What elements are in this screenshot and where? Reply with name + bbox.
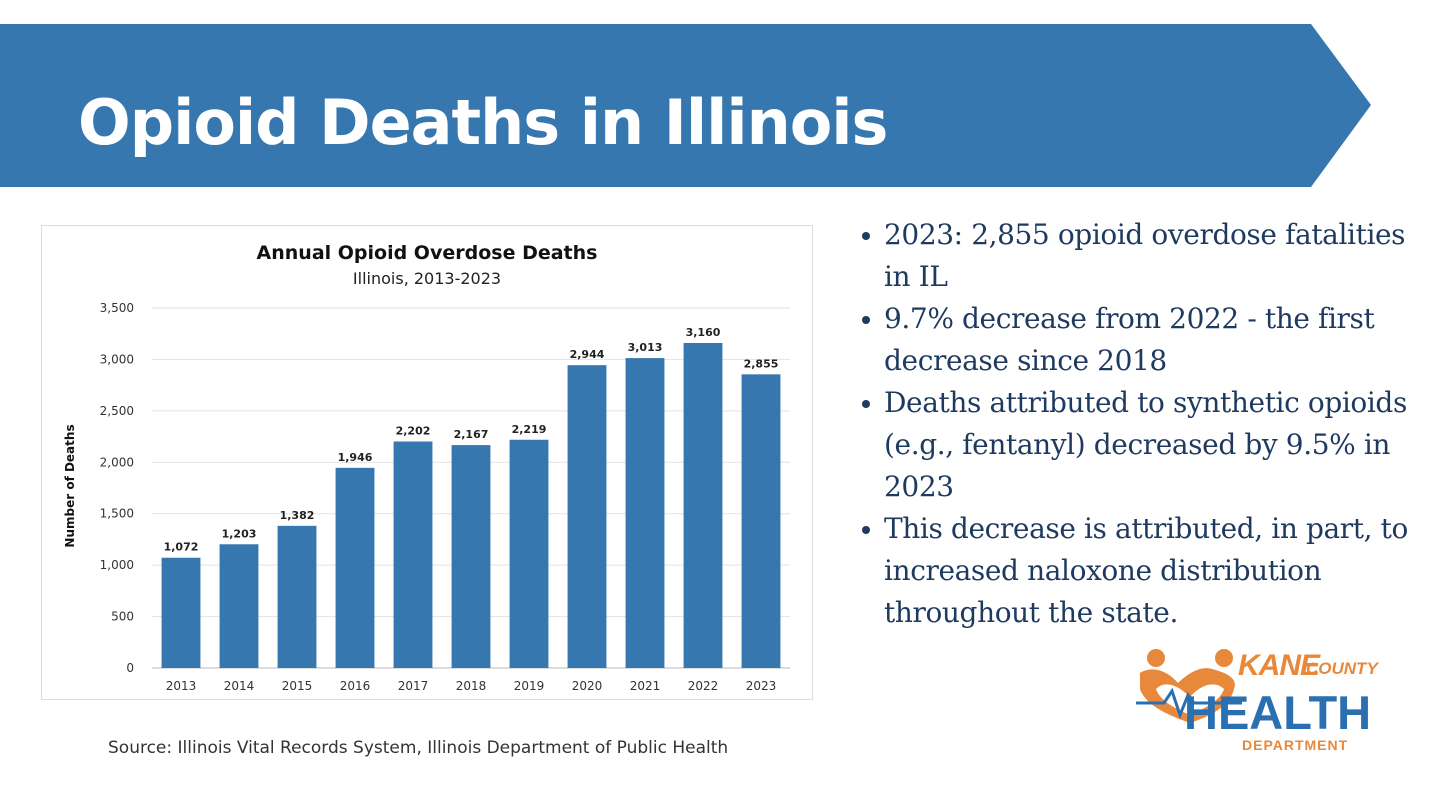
bullet-text: 2023: 2,855 opioid overdose fatalities i…: [884, 218, 1406, 293]
page-title: Opioid Deaths in Illinois: [78, 86, 888, 159]
y-tick-label: 500: [111, 610, 134, 624]
x-tick-label: 2015: [282, 679, 313, 693]
bullet-dot-icon: [862, 316, 870, 324]
chart-subtitle: Illinois, 2013-2023: [353, 269, 501, 288]
y-axis-label: Number of Deaths: [63, 424, 77, 547]
bullet-list: 2023: 2,855 opioid overdose fatalities i…: [858, 214, 1428, 634]
bullet-text: Deaths attributed to synthetic opioids (…: [884, 386, 1407, 503]
y-tick-label: 1,000: [100, 558, 134, 572]
bullet-dot-icon: [862, 232, 870, 240]
bar-value-label: 2,944: [570, 348, 605, 361]
x-tick-label: 2019: [514, 679, 545, 693]
y-tick-label: 2,500: [100, 404, 134, 418]
bar-value-label: 2,167: [454, 428, 489, 441]
bar-2016: [335, 467, 375, 668]
logo-department-text: DEPARTMENT: [1242, 737, 1349, 753]
bar-value-label: 2,202: [396, 425, 431, 438]
x-tick-label: 2014: [224, 679, 255, 693]
bullet-item: 2023: 2,855 opioid overdose fatalities i…: [858, 214, 1428, 298]
banner-arrow-shape: [0, 24, 1371, 187]
bullet-dot-icon: [862, 526, 870, 534]
bar-value-label: 1,203: [222, 527, 257, 540]
y-tick-label: 2,000: [100, 455, 134, 469]
bar-2022: [683, 342, 723, 668]
bar-value-label: 1,072: [164, 541, 199, 554]
bar-value-label: 2,219: [512, 423, 547, 436]
heart-figures-icon: [1136, 649, 1242, 723]
bullet-item: Deaths attributed to synthetic opioids (…: [858, 382, 1428, 508]
x-tick-label: 2020: [572, 679, 603, 693]
bar-value-label: 2,855: [744, 357, 779, 370]
bullet-dot-icon: [862, 400, 870, 408]
bar-2013: [161, 557, 201, 668]
y-tick-label: 0: [126, 661, 134, 675]
source-note: Source: Illinois Vital Records System, I…: [108, 738, 729, 758]
x-tick-label: 2021: [630, 679, 661, 693]
bar-2018: [451, 445, 491, 668]
bar-value-label: 3,160: [686, 326, 721, 339]
bar-2023: [741, 374, 781, 668]
x-tick-label: 2013: [166, 679, 197, 693]
chart-title: Annual Opioid Overdose Deaths: [257, 242, 598, 264]
logo-kane-text: KANE: [1238, 649, 1320, 682]
bullet-item: This decrease is attributed, in part, to…: [858, 508, 1428, 634]
bar-2017: [393, 441, 433, 668]
y-tick-label: 3,500: [100, 301, 134, 315]
bar-2020: [567, 365, 607, 668]
title-banner: Opioid Deaths in Illinois: [0, 24, 1372, 187]
y-tick-label: 3,000: [100, 352, 134, 366]
x-tick-label: 2023: [746, 679, 777, 693]
bullet-text: 9.7% decrease from 2022 - the first decr…: [884, 302, 1375, 377]
bar-2014: [219, 544, 259, 668]
bullet-item: 9.7% decrease from 2022 - the first decr…: [858, 298, 1428, 382]
bar-value-label: 1,946: [338, 451, 373, 464]
x-tick-label: 2022: [688, 679, 719, 693]
bar-value-label: 1,382: [280, 509, 315, 522]
y-tick-label: 1,500: [100, 507, 134, 521]
chart-panel: Annual Opioid Overdose Deaths Illinois, …: [41, 225, 813, 700]
bar-value-label: 3,013: [628, 341, 663, 354]
x-tick-label: 2017: [398, 679, 429, 693]
bar-2015: [277, 525, 317, 668]
bar-chart: Annual Opioid Overdose Deaths Illinois, …: [63, 242, 790, 693]
bar-2019: [509, 439, 549, 668]
bullet-text: This decrease is attributed, in part, to…: [884, 512, 1408, 629]
x-tick-label: 2016: [340, 679, 371, 693]
bar-2021: [625, 358, 665, 668]
logo-health-text: HEALTH: [1184, 686, 1372, 739]
kane-county-health-logo: KANE COUNTY HEALTH DEPARTMENT: [1134, 645, 1378, 755]
x-tick-label: 2018: [456, 679, 487, 693]
logo-county-text: COUNTY: [1306, 659, 1378, 678]
